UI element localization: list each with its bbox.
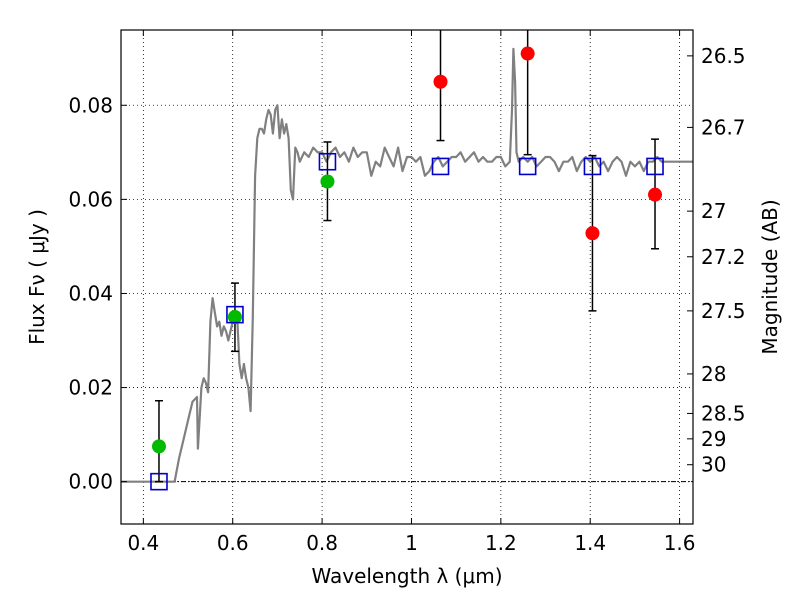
x-tick-label: 0.4 xyxy=(127,531,159,555)
model-photometry-square xyxy=(226,305,244,324)
x-tick-label: 1.4 xyxy=(574,531,606,555)
grid-lines xyxy=(121,30,693,524)
model-photometry-square xyxy=(318,152,337,171)
x-tick-label: 1 xyxy=(405,531,418,555)
y2-axis-title: Magnitude (AB) xyxy=(758,199,782,354)
y-tick-label: 0.06 xyxy=(68,187,113,211)
data-marks xyxy=(121,30,693,491)
y2-tick-label: 27.2 xyxy=(701,245,746,269)
y2-tick-label: 30 xyxy=(701,453,726,477)
model-photometry-square xyxy=(518,157,537,176)
y-tick-label: 0.02 xyxy=(68,376,113,400)
green-data-point xyxy=(227,309,242,324)
y2-tick-label: 26.5 xyxy=(701,44,746,68)
x-tick-label: 0.8 xyxy=(306,531,338,555)
green-data-point xyxy=(151,439,166,454)
x-tick-label: 1.6 xyxy=(664,531,696,555)
y2-tick-label: 27 xyxy=(701,199,726,223)
green-data-point xyxy=(320,174,335,189)
y2-tick-label: 28.5 xyxy=(701,401,746,425)
model-photometry-square xyxy=(646,157,664,176)
red-data-point xyxy=(648,187,663,202)
red-data-point xyxy=(433,74,448,89)
plot-area xyxy=(121,30,693,524)
x-tick-label: 0.6 xyxy=(217,531,249,555)
y-tick-label: 0.04 xyxy=(68,281,113,305)
x-tick-label: 1.2 xyxy=(485,531,517,555)
y-axis-title: Flux Fν ( μJy ) xyxy=(25,209,49,345)
axis-ticks: 0.4 0.6 0.8 1 1.2 1.4 1.6 0.00 0.02 0.04 0.06 0.08 2… xyxy=(68,30,746,555)
model-photometry-square xyxy=(150,472,168,491)
y2-tick-label: 27.5 xyxy=(701,299,746,323)
y-tick-label: 0.08 xyxy=(68,93,113,117)
y-tick-label: 0.00 xyxy=(68,470,113,494)
model-photometry-square xyxy=(583,157,602,176)
red-data-point xyxy=(585,226,600,241)
x-axis-title: Wavelength λ (μm) xyxy=(311,564,502,588)
model-photometry-square xyxy=(431,157,450,176)
y2-tick-label: 26.7 xyxy=(701,115,746,139)
y2-tick-label: 29 xyxy=(701,427,726,451)
plot-frame xyxy=(120,29,694,525)
y2-tick-label: 28 xyxy=(701,362,726,386)
red-data-point xyxy=(520,46,535,61)
